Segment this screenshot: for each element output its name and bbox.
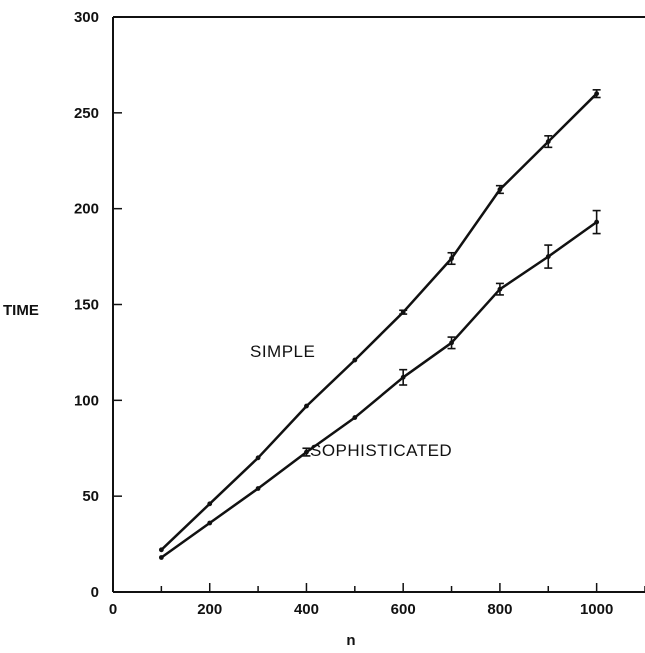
- y-tick-label: 50: [82, 488, 99, 505]
- y-tick-label: 100: [74, 392, 99, 409]
- y-tick-label: 300: [74, 9, 99, 26]
- error-bar-simple: [399, 309, 408, 315]
- error-bar-sophisticated: [592, 209, 601, 235]
- y-tick-label: 200: [74, 201, 99, 218]
- x-axis-title: n: [346, 632, 355, 649]
- error-bar-simple: [592, 89, 601, 99]
- x-tick-label: 0: [109, 601, 117, 618]
- data-point-simple: [255, 455, 261, 461]
- x-tick-label: 600: [391, 601, 416, 618]
- error-bar-simple: [544, 135, 553, 149]
- x-tick-label: 800: [487, 601, 512, 618]
- data-point-simple: [304, 403, 309, 409]
- data-point-sophisticated: [207, 520, 213, 526]
- error-bar-sophisticated: [447, 336, 456, 350]
- series-line-simple: [160, 92, 598, 551]
- data-point-sophisticated: [158, 555, 164, 560]
- data-point-simple: [158, 547, 164, 553]
- error-bar-simple: [447, 251, 456, 266]
- x-tick-label: 200: [197, 601, 222, 618]
- x-tick-label: 1000: [580, 601, 613, 618]
- series-label-sophisticated: SOPHISTICATED: [310, 441, 452, 460]
- data-point-simple: [352, 357, 358, 363]
- error-bar-sophisticated: [399, 368, 408, 386]
- x-axis-ticks: 0 200 400 600 800 1000: [109, 583, 645, 618]
- y-axis-title: TIME: [3, 302, 39, 319]
- series-label-simple: SIMPLE: [250, 342, 315, 361]
- y-tick-label: 250: [74, 105, 99, 122]
- y-tick-label: 150: [74, 297, 99, 314]
- y-axis-ticks: 0 50 100 150 200 250 300: [74, 9, 122, 601]
- y-tick-label: 0: [91, 584, 99, 601]
- error-bar-sophisticated: [495, 282, 504, 296]
- error-bar-simple: [495, 184, 504, 195]
- data-point-simple: [207, 501, 213, 507]
- error-bar-sophisticated: [302, 447, 311, 457]
- series-line-sophisticated: [160, 221, 598, 559]
- error-bar-sophisticated: [544, 244, 553, 269]
- series-layer: [158, 89, 601, 560]
- data-point-sophisticated: [255, 486, 261, 491]
- data-point-sophisticated: [352, 415, 358, 420]
- x-tick-label: 400: [294, 601, 319, 618]
